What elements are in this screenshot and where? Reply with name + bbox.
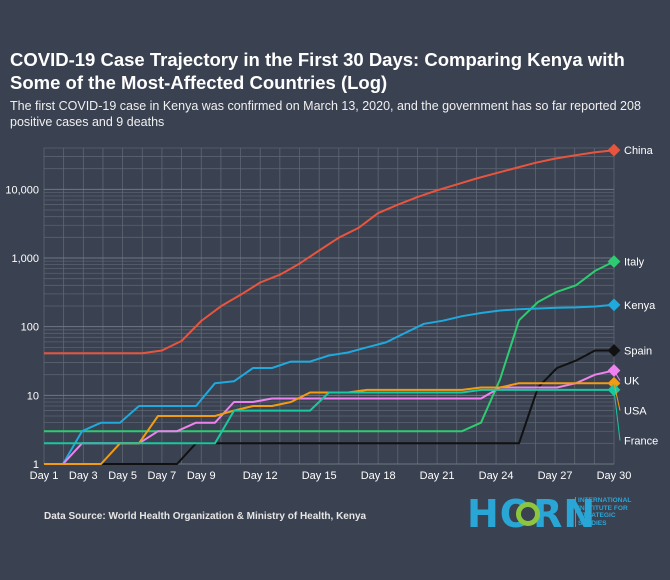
x-tick-label: Day 12	[243, 470, 278, 482]
series-line-france	[44, 388, 614, 445]
x-tick-label: Day 18	[361, 470, 396, 482]
y-tick-label: 1,000	[11, 253, 39, 265]
y-tick-label: 10	[27, 390, 39, 402]
x-tick-label: Day 15	[302, 470, 337, 482]
x-tick-label: Day 3	[69, 470, 98, 482]
series-label-france: France	[624, 435, 658, 447]
series-label-spain: Spain	[624, 345, 652, 357]
x-tick-label: Day 1	[30, 470, 59, 482]
series-label-uk: UK	[624, 375, 640, 387]
chart-subtitle: The first COVID-19 case in Kenya was con…	[10, 99, 641, 129]
x-tick-label: Day 9	[187, 470, 216, 482]
logo-subtext: INTERNATIONAL INSTITUTE FOR STRATEGIC ST…	[575, 497, 640, 528]
data-source-note: Data Source: World Health Organization &…	[44, 511, 367, 522]
y-tick-label: 10,000	[5, 184, 39, 196]
label-leader-uk	[613, 370, 621, 381]
series-line-italy	[44, 260, 615, 433]
series-line-china	[44, 149, 615, 355]
series-end-marker-kenya	[607, 298, 621, 312]
series-end-marker-spain	[607, 344, 621, 357]
y-tick-label: 1	[33, 459, 39, 471]
label-leader-usa	[613, 383, 621, 411]
x-axis-ticks: Day 1 Day 3 Day 5 Day 7 Day 9 Day 12 Day 15 Day…	[30, 470, 632, 482]
series-end-marker-china	[607, 143, 621, 157]
x-tick-label: Day 5	[108, 470, 137, 482]
x-tick-label: Day 30	[597, 470, 632, 482]
horn-logo: HORN INTERNATIONAL INSTITUTE FOR STRATEG…	[467, 494, 640, 536]
y-axis-ticks: 1 10 100 1,000 10,000	[5, 184, 39, 471]
series-label-kenya: Kenya	[624, 300, 656, 312]
y-tick-label: 100	[21, 322, 39, 334]
x-tick-label: Day 27	[538, 470, 573, 482]
x-tick-label: Day 21	[420, 470, 455, 482]
series-line-kenya	[44, 303, 615, 465]
series-labels: China Italy Kenya Spain UK USA France	[613, 145, 658, 447]
grid-minor	[43, 147, 615, 464]
series-end-marker-italy	[607, 255, 621, 268]
series-label-china: China	[624, 145, 654, 157]
series-label-italy: Italy	[624, 257, 645, 269]
chart-title: COVID-19 Case Trajectory in the First 30…	[10, 49, 625, 93]
x-tick-label: Day 7	[148, 470, 177, 482]
logo-ring-icon	[516, 502, 540, 526]
series-label-usa: USA	[624, 405, 647, 417]
series-line-spain	[44, 349, 614, 465]
x-tick-label: Day 24	[479, 470, 514, 482]
label-leader-france	[613, 389, 621, 441]
